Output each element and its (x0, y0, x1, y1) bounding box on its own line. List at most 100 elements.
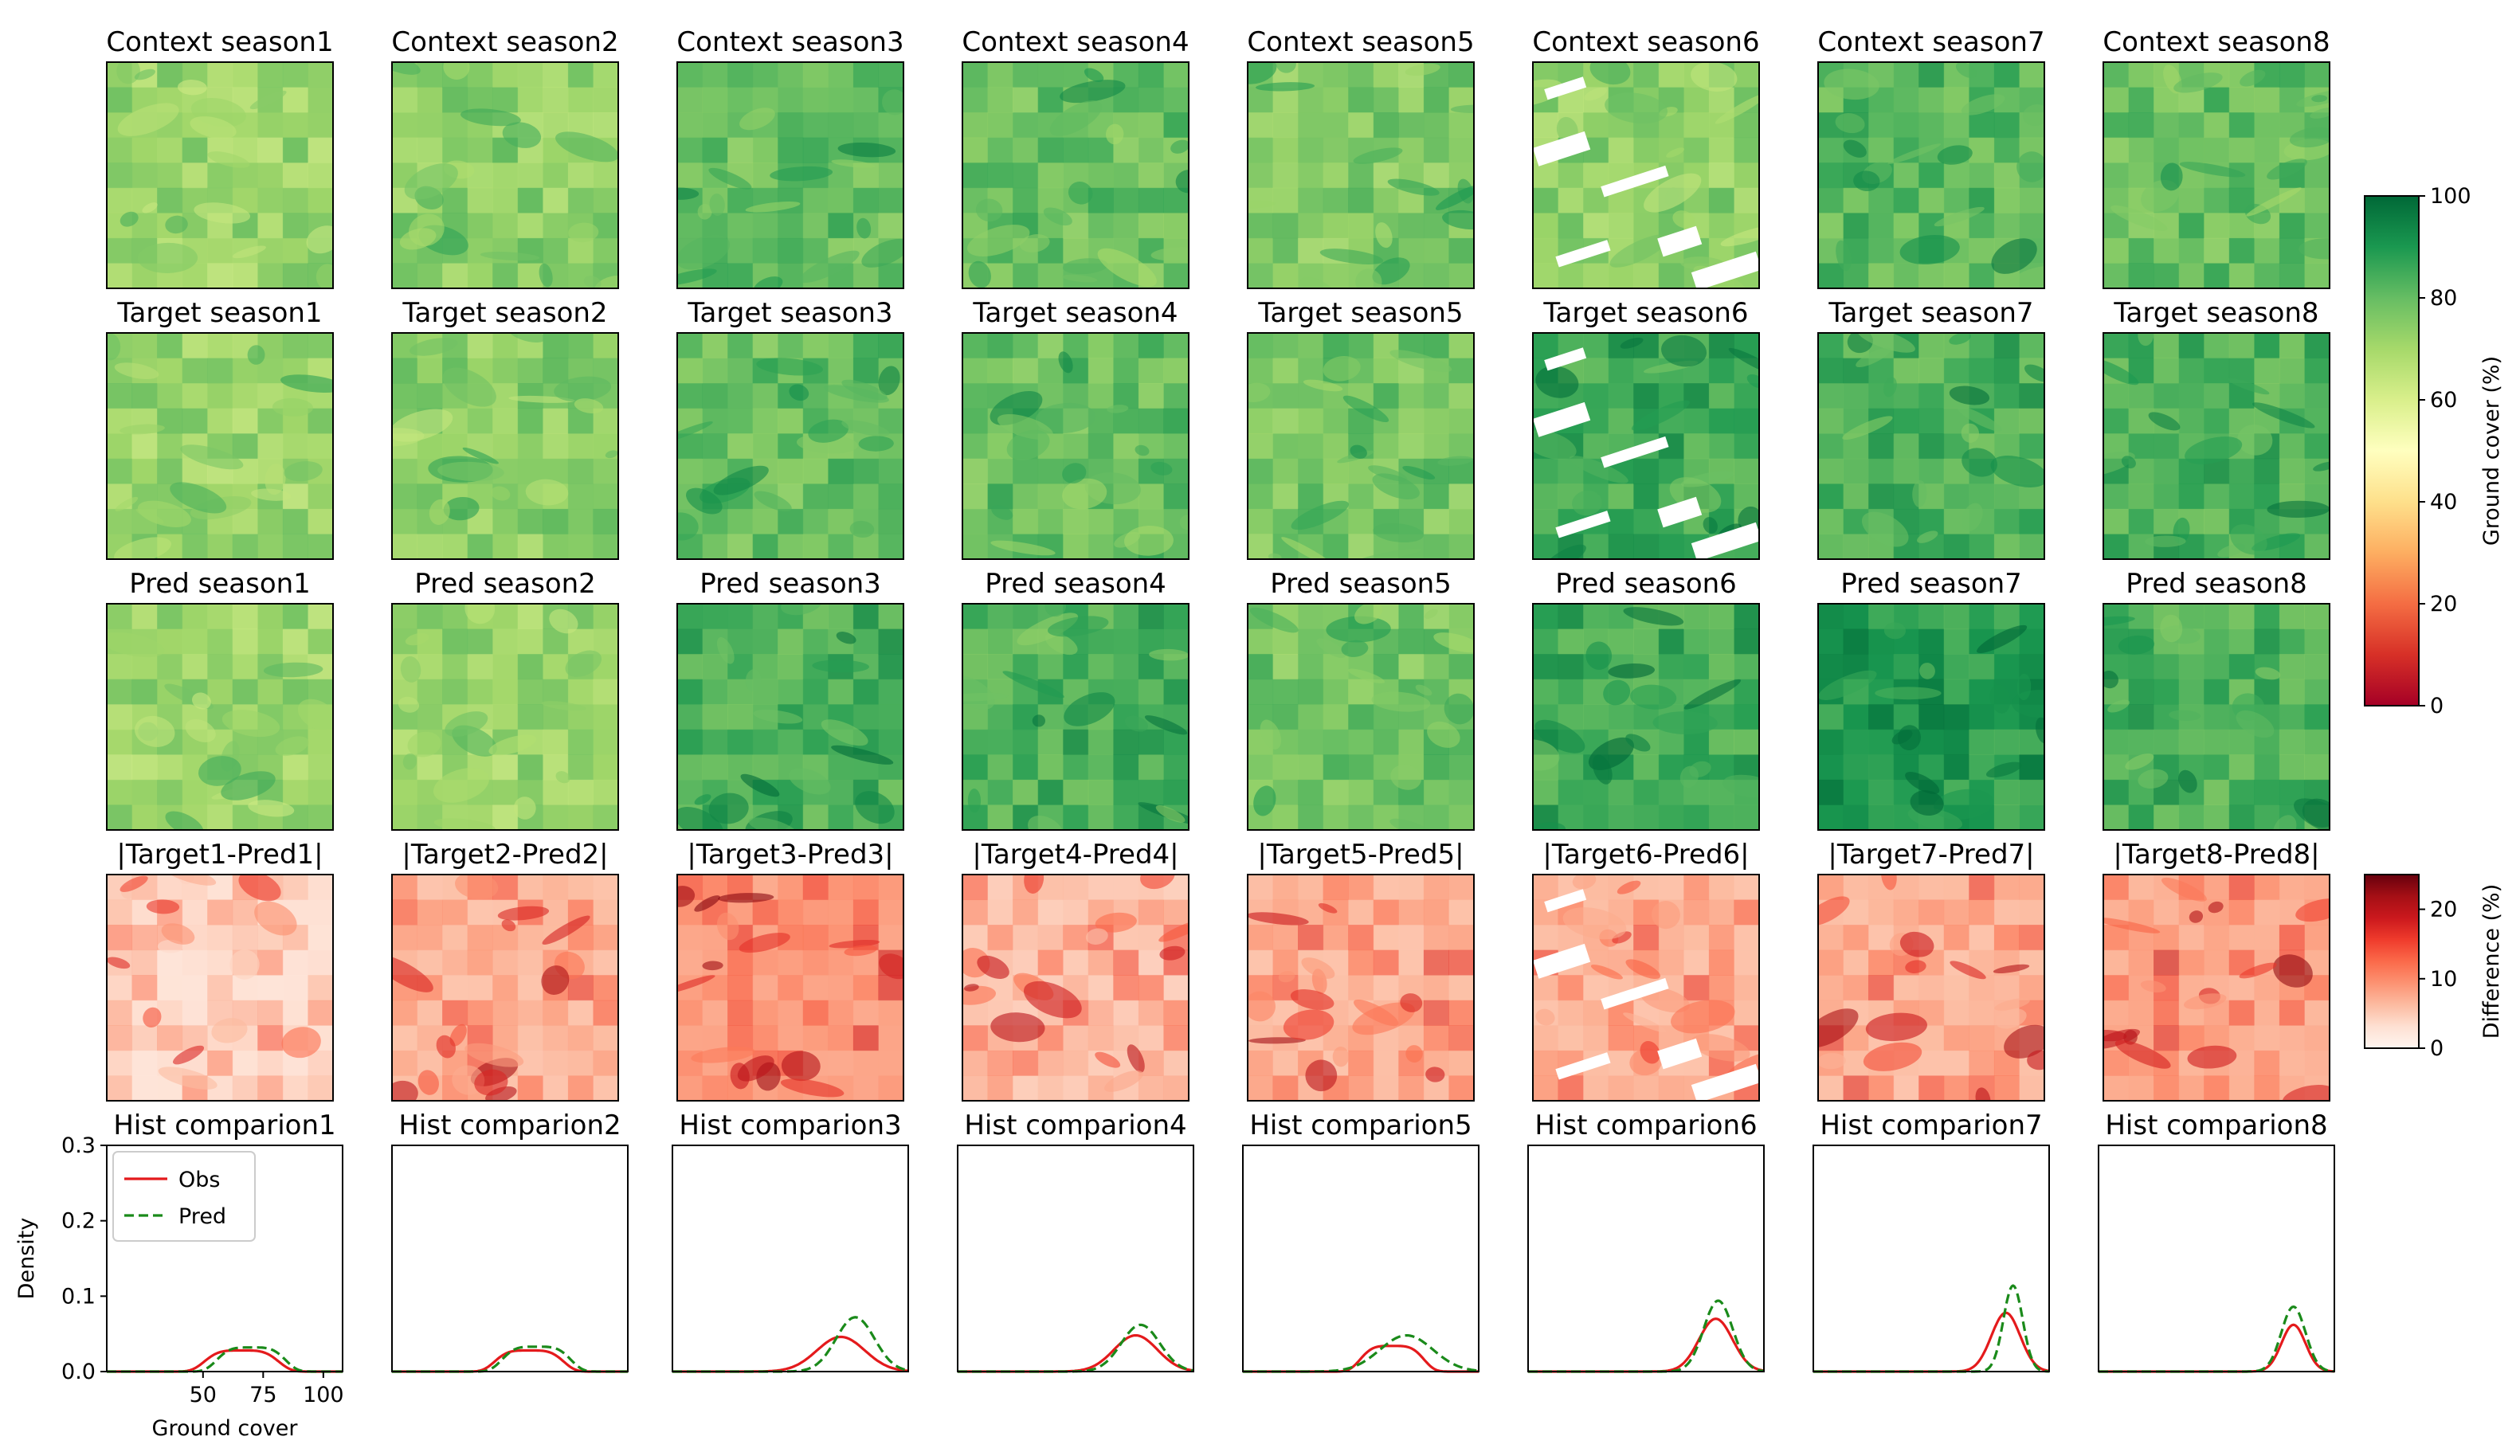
panel-title: Target season5 (1257, 297, 1463, 329)
pred-density-line (1528, 1299, 1765, 1373)
colorbar-tick-label: 0 (2430, 1036, 2444, 1061)
difference-panel-8: |Target8-Pred8| (2103, 839, 2330, 1102)
colorbar-tick-label: 80 (2430, 286, 2457, 311)
panel-title: |Target2-Pred2| (402, 839, 608, 871)
y-axis-label: Density (14, 1218, 39, 1300)
x-tick-label: 75 (249, 1383, 276, 1407)
pred-density-line (1813, 1284, 2050, 1373)
difference-panel-6: |Target6-Pred6| (1532, 839, 1760, 1102)
panel-title: Hist comparion7 (1820, 1110, 2042, 1141)
panel-title: Pred season5 (1270, 568, 1452, 600)
legend-obs-label: Obs (178, 1168, 220, 1192)
colorbar-label: Difference (%) (2479, 884, 2504, 1039)
colorbar-tick-label: 10 (2430, 967, 2457, 992)
pred-density-line (2099, 1305, 2335, 1373)
colorbar-tick-label: 20 (2430, 898, 2457, 922)
context-panel-2: Context season2 (391, 26, 619, 289)
context-panel-6: Context season6 (1532, 26, 1760, 289)
panel-title: Target season8 (2113, 297, 2318, 329)
y-tick-label: 0.3 (61, 1133, 96, 1158)
target-panel-2: Target season2 (391, 297, 619, 560)
panel-title: Context season6 (1532, 26, 1759, 58)
panel-title: |Target3-Pred3| (687, 839, 893, 871)
difference-panel-4: |Target4-Pred4| (962, 839, 1189, 1102)
panel-title: Pred season4 (985, 568, 1166, 600)
axes-frame (1242, 1145, 1479, 1372)
panel-title: |Target5-Pred5| (1257, 839, 1464, 871)
panel-title: Hist comparion6 (1534, 1110, 1757, 1141)
panel-grid: Context season1 Context season2 Context se… (14, 26, 2335, 1441)
panel-title: Pred season3 (700, 568, 881, 600)
panel-title: |Target7-Pred7| (1828, 839, 2034, 871)
pred-density-line (107, 1346, 343, 1373)
y-tick-label: 0.2 (61, 1209, 96, 1234)
axes-frame (2098, 1145, 2335, 1372)
axes-frame (1527, 1145, 1765, 1372)
histogram-panel-7: Hist comparion7 (1813, 1110, 2050, 1373)
obs-density-line (1528, 1317, 1765, 1373)
pred-panel-2: Pred season2 (391, 568, 619, 831)
axes-frame (106, 1145, 343, 1372)
histogram-panel-8: Hist comparion8 (2098, 1110, 2335, 1373)
difference-colorbar: 0 10 20 Difference (%) (2364, 874, 2504, 1061)
pred-density-line (958, 1323, 1194, 1373)
colorbar-label: Ground cover (%) (2479, 356, 2504, 546)
colorbar-tick-label: 0 (2430, 694, 2444, 718)
y-tick-label: 0.0 (61, 1360, 96, 1384)
panel-title: Hist comparion3 (679, 1110, 901, 1141)
context-panel-3: Context season3 (676, 26, 904, 289)
panel-title: Context season5 (1247, 26, 1474, 58)
target-panel-5: Target season5 (1247, 297, 1475, 560)
panel-title: Pred season7 (1840, 568, 2022, 600)
colorbar-tick-label: 60 (2430, 388, 2457, 413)
difference-panel-1: |Target1-Pred1| (106, 839, 334, 1102)
panel-title: Hist comparion4 (964, 1110, 1186, 1141)
panel-title: Hist comparion8 (2105, 1110, 2327, 1141)
panel-title: Context season4 (962, 26, 1189, 58)
difference-panel-2: |Target2-Pred2| (391, 839, 619, 1102)
target-panel-1: Target season1 (106, 297, 334, 560)
colorbar-tick-label: 40 (2430, 490, 2457, 515)
panel-title: Pred season1 (129, 568, 311, 600)
obs-density-line (958, 1334, 1194, 1373)
panel-title: Target season1 (116, 297, 322, 329)
pred-panel-7: Pred season7 (1817, 568, 2045, 831)
obs-density-line (2099, 1323, 2335, 1373)
axes-frame (391, 1145, 629, 1372)
histogram-panel-2: Hist comparion2 (391, 1110, 629, 1373)
axes-frame (672, 1145, 909, 1372)
panel-title: Hist comparion1 (113, 1110, 335, 1141)
panel-title: Context season3 (676, 26, 903, 58)
panel-title: Hist comparion5 (1249, 1110, 1472, 1141)
pred-panel-3: Pred season3 (676, 568, 904, 831)
histogram-panel-1: Hist comparion1 (106, 1110, 343, 1373)
panel-title: Target season4 (972, 297, 1178, 329)
panel-title: Target season2 (402, 297, 607, 329)
histogram-panel-3: Hist comparion3 (672, 1110, 909, 1373)
pred-panel-1: Pred season1 (106, 568, 334, 831)
obs-density-line (672, 1335, 909, 1373)
target-panel-3: Target season3 (676, 297, 904, 560)
context-panel-7: Context season7 (1817, 26, 2045, 289)
pred-panel-6: Pred season6 (1532, 568, 1760, 831)
panel-title: Hist comparion2 (398, 1110, 621, 1141)
pred-density-line (672, 1316, 909, 1373)
x-tick-label: 50 (190, 1383, 217, 1407)
difference-panel-7: |Target7-Pred7| (1817, 839, 2045, 1102)
panel-title: Context season7 (1817, 26, 2044, 58)
pred-density-line (1243, 1334, 1479, 1373)
target-panel-4: Target season4 (962, 297, 1189, 560)
legend: Obs Pred (112, 1151, 256, 1242)
panel-title: Pred season2 (414, 568, 596, 600)
panel-title: Pred season8 (2126, 568, 2307, 600)
panel-title: |Target8-Pred8| (2113, 839, 2319, 871)
target-panel-7: Target season7 (1817, 297, 2045, 560)
y-tick-label: 0.1 (61, 1284, 96, 1309)
panel-title: Context season8 (2103, 26, 2330, 58)
context-panel-1: Context season1 (106, 26, 334, 289)
panel-title: Target season7 (1828, 297, 2033, 329)
ground-cover-colorbar: 0 20 40 60 80 100 Ground cover (%) (2364, 184, 2504, 718)
pred-density-line (392, 1345, 628, 1373)
colorbar-tick-label: 100 (2430, 184, 2471, 209)
